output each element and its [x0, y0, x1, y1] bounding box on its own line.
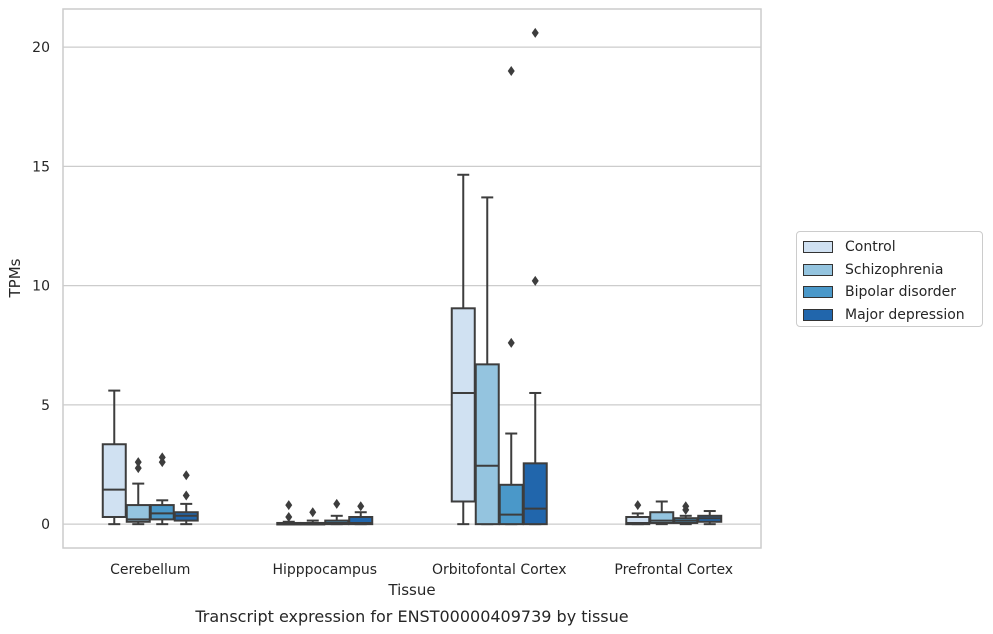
outlier-point: [507, 66, 515, 77]
outlier-point: [182, 490, 190, 501]
legend-item: Major depression: [803, 304, 982, 327]
legend-item: Control: [803, 236, 982, 259]
box-series: [101, 27, 723, 526]
y-tick-label: 15: [32, 159, 50, 175]
box: [348, 515, 374, 526]
x-tick-label: Orbitofontal Cortex: [432, 562, 567, 578]
x-tick-label: Prefrontal Cortex: [614, 562, 733, 578]
y-tick-label: 20: [32, 40, 50, 56]
legend-label: Schizophrenia: [845, 261, 944, 278]
outlier-point: [134, 457, 142, 468]
outlier-point: [333, 498, 341, 509]
y-axis-label: TPMs: [6, 258, 24, 298]
outlier-point: [182, 470, 190, 481]
outlier-point: [134, 463, 142, 474]
y-axis-ticks: 0 5 10 15 20: [32, 40, 50, 533]
box: [649, 511, 675, 524]
legend-swatch: [803, 308, 833, 321]
legend-swatch: [803, 241, 833, 254]
legend-label: Major depression: [845, 306, 965, 323]
y-tick-label: 0: [41, 517, 50, 533]
legend-item: Schizophrenia: [803, 259, 982, 282]
legend-label: Control: [845, 239, 896, 256]
outlier-point: [158, 452, 166, 463]
box: [149, 504, 175, 521]
plot-frame: [62, 8, 762, 549]
outlier-point: [531, 275, 539, 286]
legend-label: Bipolar disorder: [845, 284, 957, 301]
outlier-point: [634, 500, 642, 511]
x-tick-label: Hipppocampus: [272, 562, 377, 578]
box: [450, 307, 476, 503]
legend-swatch: [803, 263, 833, 276]
box: [474, 363, 500, 526]
outlier-point: [357, 501, 365, 512]
gridlines: [63, 46, 761, 525]
outlier-point: [531, 27, 539, 38]
legend-swatch: [803, 286, 833, 299]
legend-item: Bipolar disorder: [803, 281, 982, 304]
box: [498, 483, 524, 526]
x-tick-label: Cerebellum: [110, 562, 190, 578]
legend: Control Schizophrenia Bipolar disorder Majo…: [796, 231, 983, 327]
y-tick-label: 10: [32, 279, 50, 295]
chart-title: Transcript expression for ENST0000040973…: [194, 607, 628, 626]
x-axis-label: Tissue: [387, 581, 435, 599]
outlier-point: [285, 511, 293, 522]
y-tick-label: 5: [41, 398, 50, 414]
outlier-point: [507, 337, 515, 348]
box: [522, 462, 548, 526]
box: [101, 443, 127, 518]
outlier-point: [682, 501, 690, 512]
x-axis-ticks: Cerebellum Hipppocampus Orbitofontal Corte…: [110, 562, 733, 578]
outlier-point: [285, 500, 293, 511]
outlier-point: [309, 507, 317, 518]
